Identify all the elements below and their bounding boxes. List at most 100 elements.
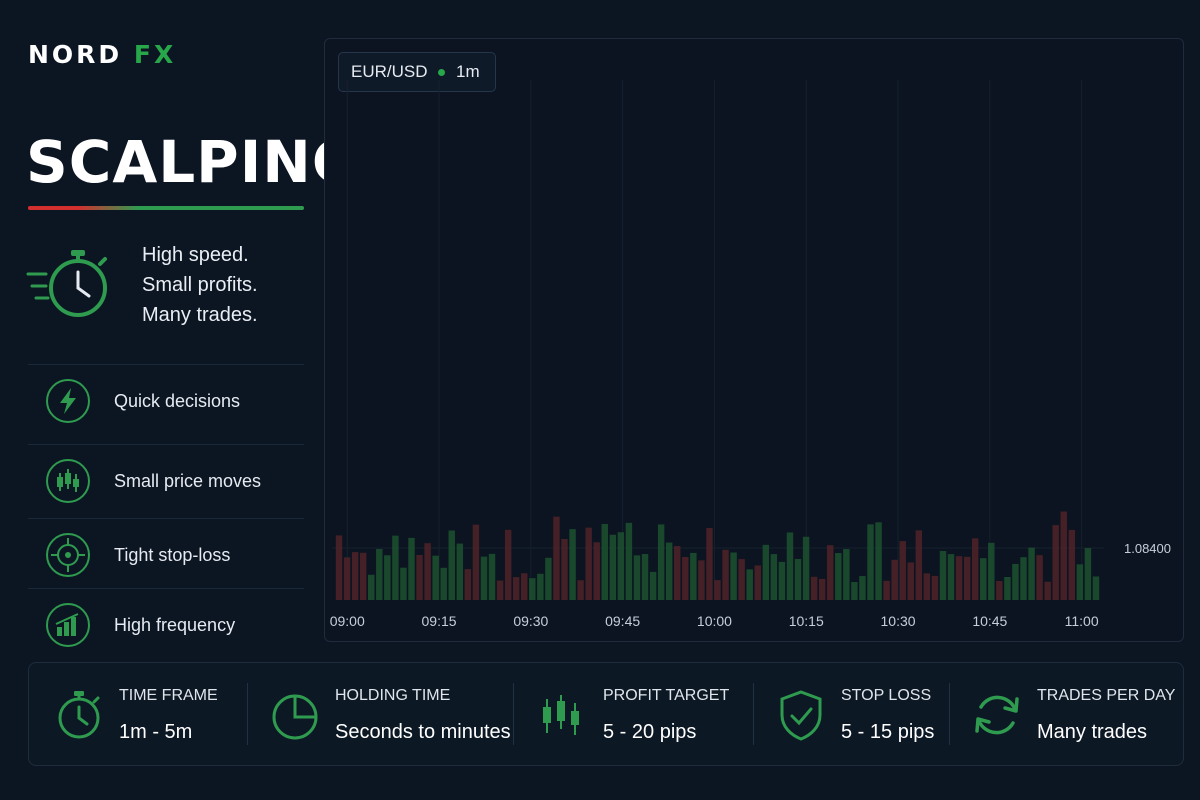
- volume-bar: [448, 530, 455, 600]
- stat-title: STOP LOSS: [841, 687, 932, 704]
- shield-check-icon: [780, 690, 822, 741]
- volume-bar: [931, 575, 939, 600]
- volume-bar: [359, 552, 367, 600]
- volume-bar: [392, 535, 399, 600]
- pie-chart-icon: [272, 694, 318, 740]
- volume-bar: [923, 573, 931, 600]
- stat-stop-loss: STOP LOSS 5 - 15 pips: [773, 663, 943, 765]
- live-dot-icon: [438, 69, 445, 76]
- volume-bar: [504, 529, 512, 600]
- volume-bar: [754, 565, 761, 600]
- volume-bar: [561, 538, 568, 600]
- volume-bar: [625, 522, 633, 600]
- stat-value: Seconds to minutes: [335, 721, 511, 743]
- volume-bar: [947, 554, 955, 600]
- stat-value: 5 - 20 pips: [603, 721, 697, 743]
- volume-bar: [988, 542, 995, 600]
- candlestick-icon: [543, 695, 579, 735]
- volume-bar: [1060, 511, 1067, 600]
- x-tick-label: 09:00: [330, 613, 365, 629]
- stat-holding-time: HOLDING TIME Seconds to minutes: [267, 663, 517, 765]
- volume-bar: [996, 580, 1003, 600]
- volume-bar: [1020, 557, 1027, 600]
- stat-time-frame: TIME FRAME 1m - 5m: [51, 663, 261, 765]
- volume-bar: [537, 573, 544, 600]
- volume-bar: [843, 549, 850, 600]
- volume-bar: [891, 559, 898, 600]
- volume-bar: [867, 524, 874, 600]
- volume-bar: [440, 567, 447, 600]
- volume-bar: [1028, 547, 1035, 600]
- crosshair-icon: [46, 533, 90, 577]
- volume-bar: [649, 571, 657, 600]
- volume-bar: [794, 558, 802, 600]
- volume-bar: [714, 580, 721, 600]
- volume-bar: [368, 574, 375, 600]
- tagline-line: Small profits.: [142, 274, 258, 296]
- volume-bar: [657, 524, 665, 600]
- volume-bar: [770, 554, 778, 600]
- volume-bar: [343, 557, 351, 600]
- volume-bar: [682, 556, 689, 600]
- x-tick-label: 10:30: [881, 613, 916, 629]
- volume-bar: [851, 581, 858, 600]
- feature-quick-decisions: Quick decisions: [28, 364, 304, 437]
- volume-bar: [706, 527, 713, 600]
- volume-bar: [1044, 581, 1051, 600]
- volume-bar: [351, 552, 359, 600]
- stat-title: TIME FRAME: [119, 687, 218, 704]
- volume-bar: [633, 555, 641, 600]
- volume-bar: [835, 553, 842, 600]
- tagline-line: Many trades.: [142, 304, 258, 326]
- volume-bar: [432, 555, 439, 600]
- volume-bar: [859, 576, 866, 600]
- stat-value: Many trades: [1037, 721, 1148, 743]
- volume-bar: [384, 555, 391, 600]
- x-tick-label: 09:30: [513, 613, 548, 629]
- volume-bar: [569, 529, 576, 600]
- stopwatch-icon: [58, 691, 100, 739]
- brand-name-nord: NORD: [28, 40, 123, 69]
- stat-title: HOLDING TIME: [335, 687, 451, 704]
- volume-bar: [496, 580, 504, 600]
- feature-label: Small price moves: [114, 471, 262, 491]
- volume-bar: [971, 538, 979, 600]
- volume-bar: [641, 553, 649, 600]
- volume-bar: [1004, 576, 1011, 600]
- volume-bar: [400, 567, 407, 600]
- candlestick-icon: [46, 459, 90, 503]
- volume-bar: [585, 527, 592, 600]
- volume-bar: [955, 556, 963, 600]
- volume-bar: [424, 543, 431, 600]
- stat-value: 5 - 15 pips: [841, 721, 935, 743]
- feature-high-frequency: High frequency: [28, 588, 304, 661]
- volume-bar: [762, 544, 770, 600]
- volume-bar: [674, 546, 681, 600]
- volume-bar: [335, 535, 343, 600]
- bar-chart-icon: [46, 603, 90, 647]
- volume-bar: [1076, 564, 1084, 600]
- feature-label: Tight stop-loss: [114, 545, 231, 565]
- volume-bar: [963, 556, 971, 600]
- stat-value: 1m - 5m: [119, 721, 193, 743]
- volume-bar: [376, 548, 383, 600]
- volume-bar: [545, 557, 552, 600]
- volume-bar: [1068, 529, 1076, 600]
- stat-profit-target: PROFIT TARGET 5 - 20 pips: [535, 663, 765, 765]
- volume-bar: [472, 524, 480, 600]
- stats-bar: TIME FRAME 1m - 5m HOLDING TIME Seconds …: [28, 662, 1184, 766]
- volume-bar: [488, 553, 496, 600]
- feature-label: High frequency: [114, 615, 236, 635]
- volume-bar: [690, 552, 697, 600]
- volume-bar: [480, 556, 488, 600]
- stat-title: PROFIT TARGET: [603, 687, 730, 704]
- volume-bar: [529, 578, 536, 600]
- volume-bar: [416, 554, 423, 600]
- timeframe-label: 1m: [456, 62, 480, 81]
- volume-bar: [827, 545, 834, 600]
- volume-bar: [521, 573, 528, 600]
- divider: [247, 683, 248, 745]
- lightning-icon: [46, 379, 90, 423]
- symbol-selector[interactable]: EUR/USD 1m: [338, 52, 496, 92]
- volume-bar: [915, 530, 923, 600]
